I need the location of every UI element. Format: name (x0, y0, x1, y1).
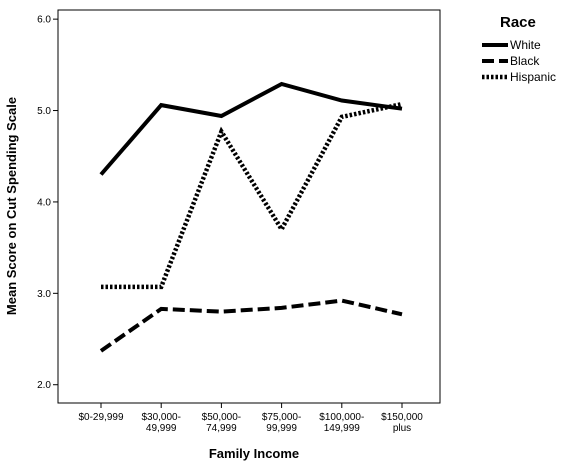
legend-label-black: Black (510, 54, 540, 68)
plot-area (57, 9, 441, 404)
x-tick-label: $100,000-149,999 (319, 412, 364, 434)
x-tick-label-line: $0-29,999 (78, 412, 123, 423)
y-tick-label: 6.0 (37, 15, 51, 26)
x-tick-label: $30,000-49,999 (141, 412, 180, 434)
x-axis: $0-29,999 $30,000-49,999 $50,000-74,999 $75… (78, 403, 423, 434)
series-layer (99, 81, 403, 353)
y-axis-title: Mean Score on Cut Spending Scale (4, 97, 19, 315)
x-tick-label-line: $50,000- (202, 412, 241, 423)
series-line-white (99, 81, 403, 176)
x-tick-label-line: $100,000- (319, 412, 364, 423)
x-tick-label: $75,000-99,999 (262, 412, 301, 434)
series-line-hispanic (101, 101, 403, 290)
y-tick-label: 5.0 (37, 106, 51, 117)
x-tick-label-line: 49,999 (146, 423, 177, 434)
plot-frame (57, 9, 441, 404)
x-tick-label-line: 99,999 (266, 423, 297, 434)
series-line-black (99, 298, 403, 353)
y-tick-label: 4.0 (37, 197, 51, 208)
y-tick-label: 3.0 (37, 289, 51, 300)
x-tick-label-line: 149,999 (324, 423, 361, 434)
x-tick-label-line: plus (393, 423, 411, 434)
x-axis-title: Family Income (209, 446, 299, 461)
legend: Race White Black Hispanic (482, 14, 556, 84)
y-axis: 2.0 3.0 4.0 5.0 6.0 (37, 15, 58, 391)
x-tick-label: $0-29,999 (78, 412, 123, 423)
x-tick-label-line: 74,999 (206, 423, 237, 434)
x-tick-label-line: $150,000 (381, 412, 423, 423)
legend-title: Race (500, 14, 536, 31)
x-tick-label: $150,000 plus (381, 412, 423, 434)
x-tick-label: $50,000-74,999 (202, 412, 241, 434)
y-tick-label: 2.0 (37, 380, 51, 391)
legend-label-white: White (510, 38, 541, 52)
legend-label-hispanic: Hispanic (510, 70, 556, 84)
x-tick-label-line: $75,000- (262, 412, 301, 423)
x-tick-label-line: $30,000- (141, 412, 180, 423)
